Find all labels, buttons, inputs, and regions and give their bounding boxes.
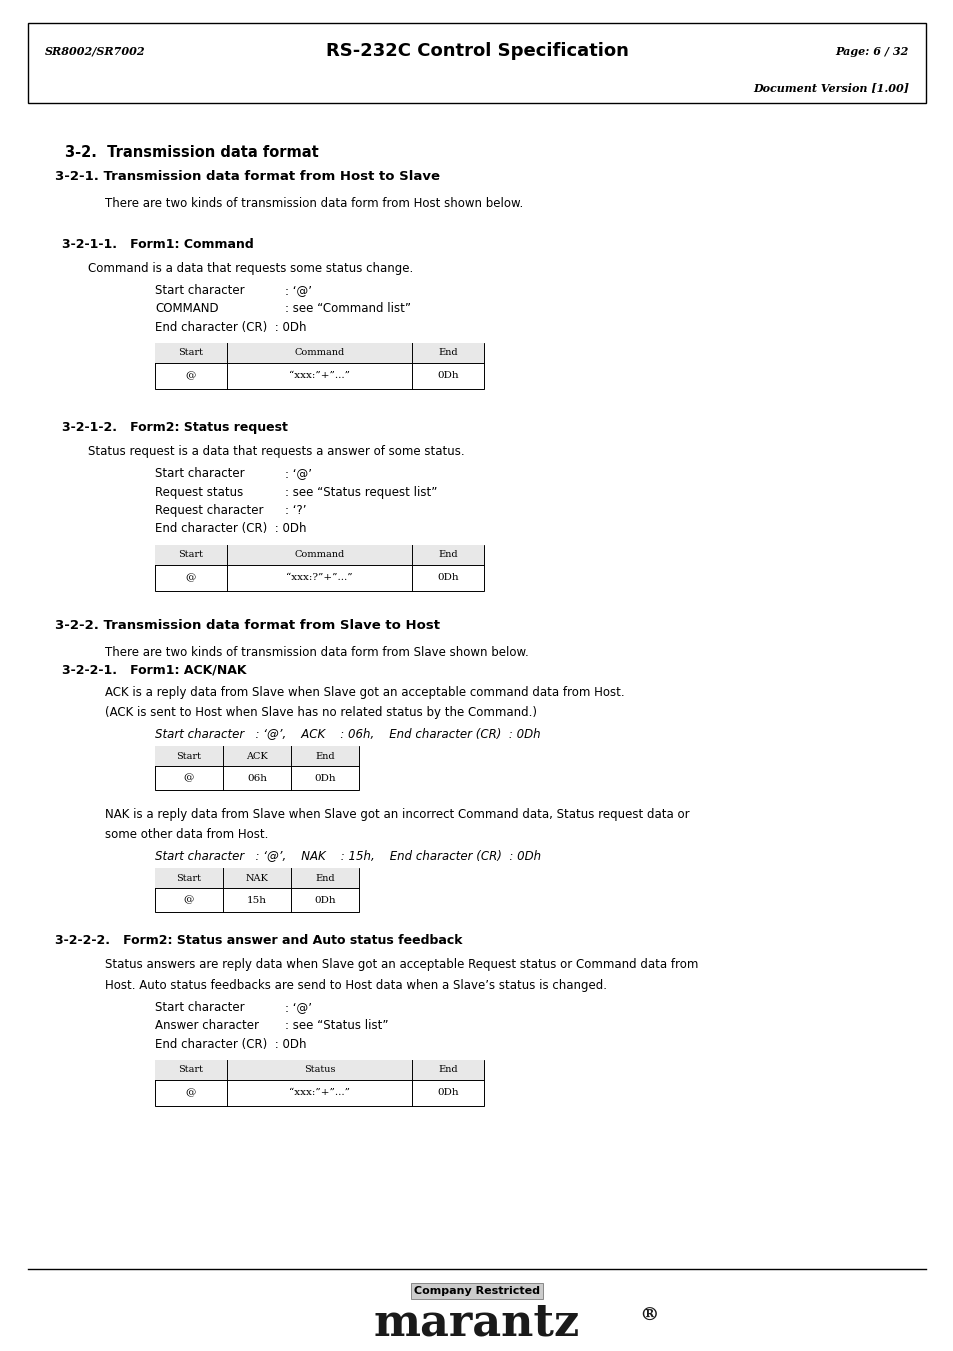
Text: Document Version [1.00]: Document Version [1.00] [752, 82, 908, 93]
Text: @: @ [186, 372, 196, 381]
Text: @: @ [186, 1089, 196, 1097]
Text: 0Dh: 0Dh [436, 1089, 458, 1097]
Text: RS-232C Control Specification: RS-232C Control Specification [325, 42, 628, 59]
Text: There are two kinds of transmission data form from Host shown below.: There are two kinds of transmission data… [105, 197, 522, 211]
Text: 3-2-2-2.   Form2: Status answer and Auto status feedback: 3-2-2-2. Form2: Status answer and Auto s… [55, 935, 462, 947]
Bar [154, 1059, 483, 1079]
Text: Command: Command [294, 349, 344, 358]
Text: “xxx:”+”...”: “xxx:”+”...” [289, 1089, 350, 1097]
Text: Start: Start [176, 874, 201, 882]
Text: @: @ [184, 774, 194, 782]
Text: Start: Start [178, 550, 203, 559]
Text: Host. Auto status feedbacks are send to Host data when a Slave’s status is chang: Host. Auto status feedbacks are send to … [105, 978, 606, 992]
Text: End: End [314, 751, 335, 761]
Bar [154, 544, 483, 565]
Text: 0Dh: 0Dh [314, 774, 335, 782]
Text: 06h: 06h [247, 774, 267, 782]
Text: End: End [437, 550, 457, 559]
Text: Status: Status [303, 1066, 335, 1074]
Text: : ‘?’: : ‘?’ [285, 504, 306, 517]
Bar [154, 544, 483, 590]
Text: some other data from Host.: some other data from Host. [105, 828, 268, 842]
Text: : ‘@’: : ‘@’ [285, 284, 312, 297]
Bar [154, 343, 483, 389]
Text: Command is a data that requests some status change.: Command is a data that requests some sta… [88, 262, 413, 274]
Text: End: End [314, 874, 335, 882]
Bar [28, 23, 925, 103]
Text: (ACK is sent to Host when Slave has no related status by the Command.): (ACK is sent to Host when Slave has no r… [105, 707, 537, 719]
Text: : ‘@’: : ‘@’ [285, 1001, 312, 1015]
Text: End character (CR)  : 0Dh: End character (CR) : 0Dh [154, 320, 306, 334]
Text: 0Dh: 0Dh [436, 573, 458, 582]
Text: Start: Start [178, 1066, 203, 1074]
Text: Status request is a data that requests a answer of some status.: Status request is a data that requests a… [88, 444, 464, 458]
Text: NAK is a reply data from Slave when Slave got an incorrect Command data, Status : NAK is a reply data from Slave when Slav… [105, 808, 689, 821]
Text: Answer character: Answer character [154, 1019, 258, 1032]
Text: marantz: marantz [374, 1301, 579, 1344]
Text: There are two kinds of transmission data form from Slave shown below.: There are two kinds of transmission data… [105, 646, 528, 659]
Text: Start character: Start character [154, 1001, 244, 1015]
Text: 3-2-2. Transmission data format from Slave to Host: 3-2-2. Transmission data format from Sla… [55, 619, 439, 631]
Text: Start character: Start character [154, 467, 244, 481]
Text: 15h: 15h [247, 896, 267, 905]
Text: Start character   : ‘@’,    NAK    : 15h,    End character (CR)  : 0Dh: Start character : ‘@’, NAK : 15h, End ch… [154, 848, 540, 862]
Text: End character (CR)  : 0Dh: End character (CR) : 0Dh [154, 1038, 306, 1051]
Text: Command: Command [294, 550, 344, 559]
Text: : ‘@’: : ‘@’ [285, 467, 312, 481]
Text: ACK is a reply data from Slave when Slave got an acceptable command data from Ho: ACK is a reply data from Slave when Slav… [105, 686, 624, 698]
Text: End: End [437, 1066, 457, 1074]
Text: 3-2-2-1.   Form1: ACK/NAK: 3-2-2-1. Form1: ACK/NAK [62, 663, 246, 677]
Text: 3-2.  Transmission data format: 3-2. Transmission data format [65, 145, 318, 159]
Text: Start character: Start character [154, 284, 244, 297]
Text: “xxx:”+”...”: “xxx:”+”...” [289, 372, 350, 381]
Text: Request status: Request status [154, 485, 243, 499]
Text: ®: ® [639, 1306, 658, 1325]
Text: Start character   : ‘@’,    ACK    : 06h,    End character (CR)  : 0Dh: Start character : ‘@’, ACK : 06h, End ch… [154, 727, 540, 739]
Text: End: End [437, 349, 457, 358]
Text: End character (CR)  : 0Dh: End character (CR) : 0Dh [154, 523, 306, 535]
Text: 3-2-1-2.   Form2: Status request: 3-2-1-2. Form2: Status request [62, 422, 288, 434]
Bar [154, 869, 358, 912]
Text: Page: 6 / 32: Page: 6 / 32 [835, 46, 908, 57]
Text: 0Dh: 0Dh [314, 896, 335, 905]
Text: NAK: NAK [245, 874, 268, 882]
Bar [154, 1059, 483, 1106]
Text: Request character: Request character [154, 504, 263, 517]
Text: 3-2-1-1.   Form1: Command: 3-2-1-1. Form1: Command [62, 238, 253, 250]
Text: @: @ [184, 896, 194, 905]
Bar [154, 869, 358, 888]
Text: Start: Start [176, 751, 201, 761]
Bar [154, 343, 483, 363]
Text: : see “Command list”: : see “Command list” [285, 303, 411, 315]
Bar [154, 746, 358, 766]
Text: Status answers are reply data when Slave got an acceptable Request status or Com: Status answers are reply data when Slave… [105, 958, 698, 971]
Text: SR8002/SR7002: SR8002/SR7002 [45, 46, 146, 57]
Bar [154, 746, 358, 790]
Text: : see “Status request list”: : see “Status request list” [285, 485, 436, 499]
Text: Start: Start [178, 349, 203, 358]
Text: Company Restricted: Company Restricted [414, 1286, 539, 1296]
Text: : see “Status list”: : see “Status list” [285, 1019, 388, 1032]
Text: @: @ [186, 573, 196, 582]
Text: 3-2-1. Transmission data format from Host to Slave: 3-2-1. Transmission data format from Hos… [55, 170, 439, 184]
Text: “xxx:?”+”...”: “xxx:?”+”...” [286, 573, 353, 582]
Text: ACK: ACK [246, 751, 268, 761]
Text: 0Dh: 0Dh [436, 372, 458, 381]
Text: COMMAND: COMMAND [154, 303, 218, 315]
